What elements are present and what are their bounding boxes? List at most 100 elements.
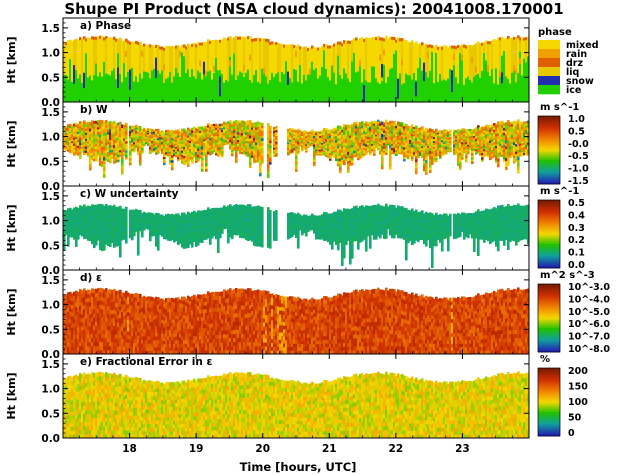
field-cell [339, 134, 342, 138]
field-cell [469, 137, 472, 140]
field-cell [333, 142, 336, 145]
field-cell [251, 142, 254, 145]
field-cell [361, 130, 364, 133]
phase-cell [355, 37, 358, 41]
field-cell [81, 131, 84, 134]
field-cell [345, 129, 348, 132]
field-cell [139, 225, 142, 228]
field-cell [297, 138, 300, 141]
phase-cell [187, 69, 190, 102]
field-cell [115, 159, 118, 163]
field-cell [503, 132, 506, 136]
field-cell [353, 148, 356, 151]
field-cell [327, 131, 330, 134]
field-cell [149, 148, 152, 151]
field-cell [507, 125, 510, 129]
phase-cell [285, 61, 288, 102]
field-cell [73, 227, 76, 230]
phase-cell [175, 45, 178, 68]
field-cell [241, 141, 244, 144]
phase-cell [265, 38, 268, 77]
field-cell [449, 149, 452, 151]
field-cell [149, 133, 152, 136]
phase-cell [453, 65, 456, 102]
field-cell [189, 158, 192, 161]
field-cell [507, 139, 510, 144]
field-cell [131, 132, 134, 135]
field-cell [383, 136, 386, 139]
field-cell [89, 214, 92, 218]
field-cell [215, 129, 218, 132]
field-cell [497, 164, 500, 168]
field-cell [123, 124, 126, 128]
field-cell [311, 134, 314, 137]
phase-cell [261, 38, 264, 69]
field-cell [321, 138, 324, 140]
field-cell [461, 130, 464, 133]
field-cell [395, 125, 398, 129]
field-cell [111, 228, 114, 232]
field-cell [395, 127, 398, 131]
field-cell [441, 135, 444, 138]
field-cell [221, 125, 224, 129]
field-cell [245, 127, 248, 131]
field-cell [503, 134, 506, 138]
field-cell [415, 146, 418, 151]
field-cell [125, 236, 128, 240]
phase-cell [109, 37, 112, 76]
field-cell [483, 148, 486, 152]
field-cell [373, 133, 376, 137]
field-cell [327, 148, 330, 152]
field-cell [241, 128, 244, 132]
field-cell [309, 131, 312, 133]
field-cell [147, 219, 150, 222]
phase-cell [251, 82, 254, 102]
field-cell [337, 155, 340, 159]
field-cell [121, 146, 124, 150]
field-cell [487, 144, 490, 148]
field-cell [481, 135, 484, 138]
field-cell [359, 137, 362, 141]
field-cell [489, 140, 492, 143]
phase-cell [63, 42, 66, 75]
field-cell [471, 139, 474, 143]
field-cell [453, 146, 456, 149]
field-cell [235, 143, 238, 147]
field-cell [419, 134, 422, 137]
phase-cell [277, 72, 280, 102]
phase-cell [343, 68, 346, 102]
field-cell [75, 234, 78, 238]
field-cell [227, 125, 230, 128]
field-cell [111, 156, 114, 160]
field-cell [481, 150, 484, 154]
phase-cell [295, 45, 298, 70]
field-cell [351, 144, 354, 148]
field-cell [79, 231, 82, 234]
field-cell [445, 129, 448, 132]
field-cell [409, 137, 412, 140]
field-cell [225, 122, 228, 125]
field-cell [355, 139, 358, 142]
field-cell [161, 137, 164, 140]
field-cell [69, 231, 72, 234]
field-cell [129, 232, 132, 235]
phase-cell [155, 74, 158, 102]
field-cell [259, 169, 262, 174]
field-cell [113, 158, 116, 162]
field-cell [435, 136, 438, 140]
field-cell [99, 215, 102, 219]
field-cell [343, 149, 346, 153]
phase-cell [143, 71, 146, 102]
phase-cell [233, 37, 236, 54]
field-cell [361, 143, 364, 147]
field-cell [215, 151, 218, 154]
field-cell [93, 130, 96, 134]
field-cell [483, 137, 486, 140]
field-cell [497, 138, 500, 142]
field-cell [301, 149, 304, 152]
field-cell [63, 218, 66, 222]
field-cell [347, 139, 350, 144]
field-cell [335, 140, 338, 143]
field-cell [359, 126, 362, 130]
phase-cell [225, 38, 228, 80]
